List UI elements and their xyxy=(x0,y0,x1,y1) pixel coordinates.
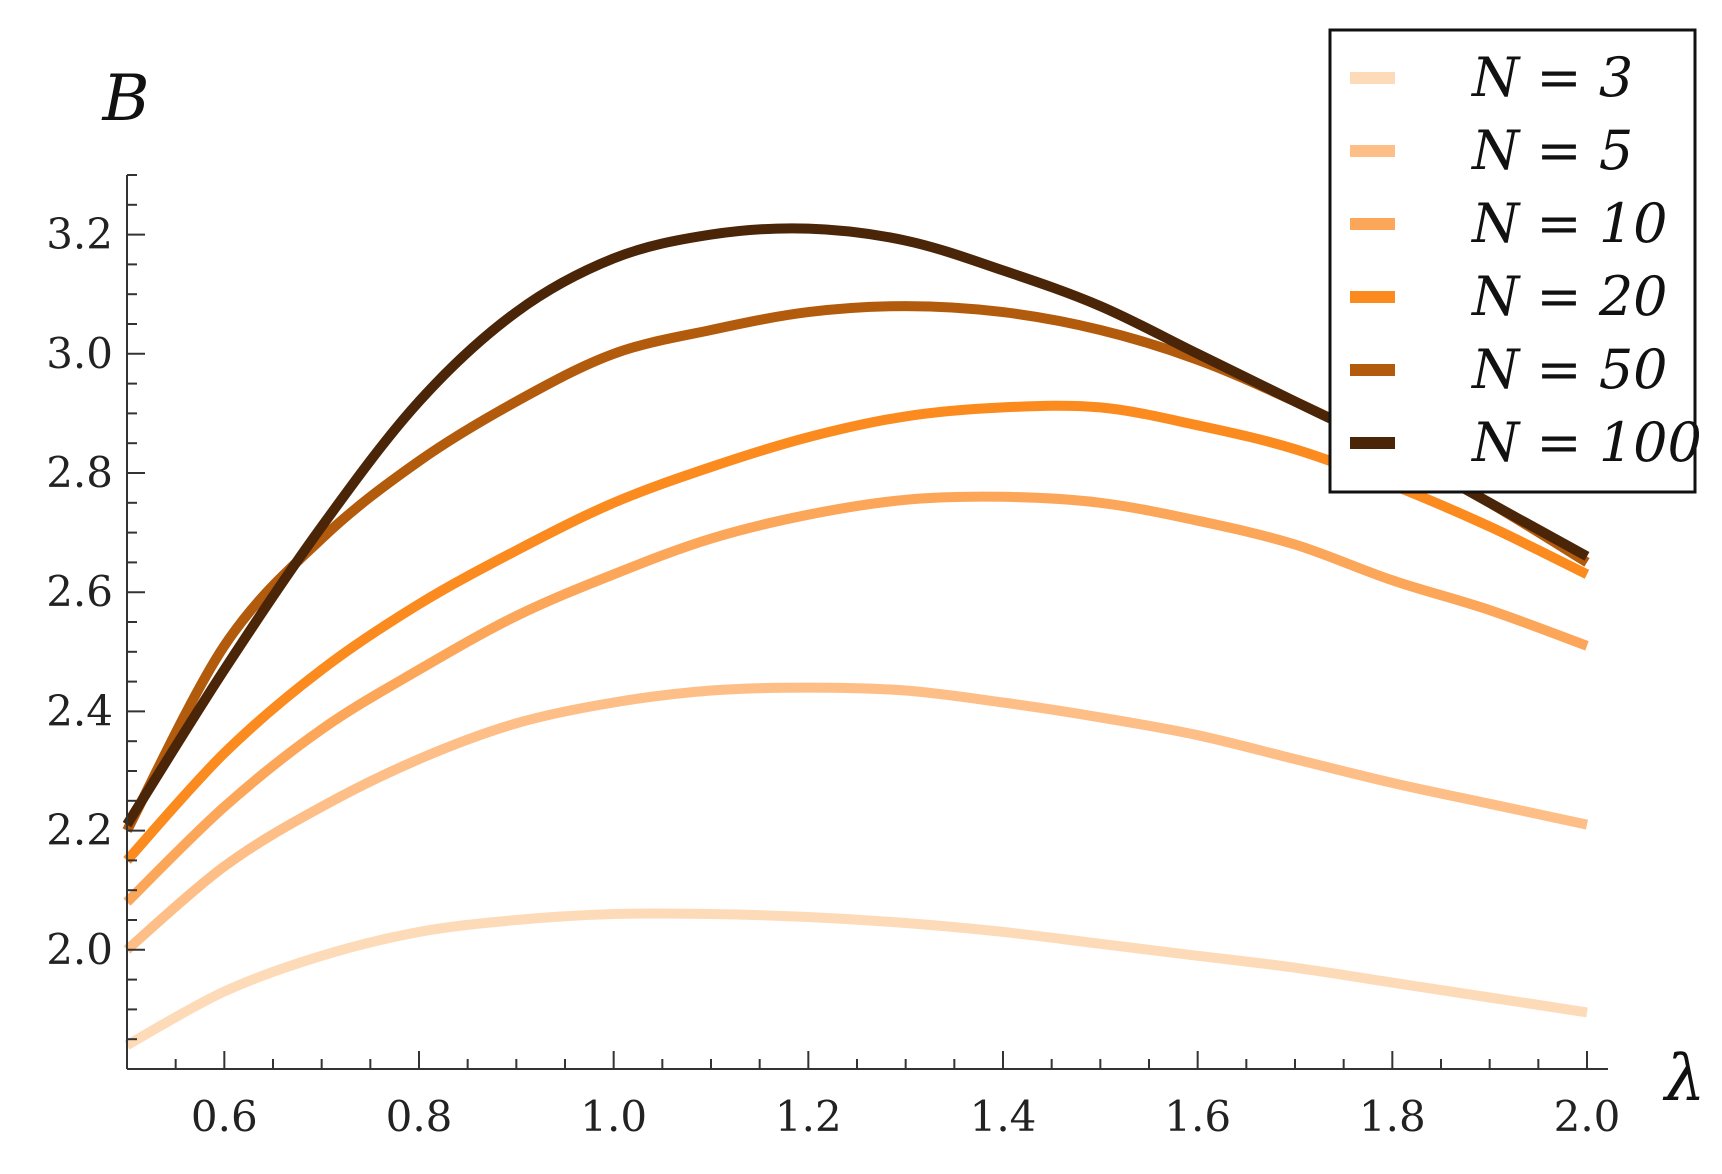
y-tick-label: 2.2 xyxy=(46,806,113,855)
y-tick-label: 2.0 xyxy=(46,925,113,974)
y-tick-label: 2.4 xyxy=(46,686,113,735)
series-line-n10 xyxy=(123,491,1589,906)
x-tick-label: 2.0 xyxy=(1554,1092,1621,1141)
x-tick-label: 1.2 xyxy=(775,1092,842,1141)
x-tick-label: 1.0 xyxy=(580,1092,647,1141)
legend-label: N = 10 xyxy=(1470,192,1668,255)
x-tick-label: 0.6 xyxy=(191,1092,258,1141)
legend: N = 3 N = 5 N = 10 N = 20 N = 50 N = 100 xyxy=(1328,28,1702,494)
y-tick-label: 2.6 xyxy=(46,567,113,616)
series-layer xyxy=(122,223,1590,1050)
x-axis-label: λ xyxy=(1662,1042,1706,1116)
legend-label: N = 3 xyxy=(1470,46,1633,109)
y-axis-label: B xyxy=(101,62,149,136)
y-tick-label: 3.2 xyxy=(46,210,113,259)
series-line-n3 xyxy=(124,908,1588,1050)
legend-label: N = 20 xyxy=(1470,265,1668,328)
legend-box xyxy=(1328,28,1697,494)
legend-label: N = 5 xyxy=(1470,119,1633,182)
ticks-layer: 0.6 0.8 1.0 1.2 1.4 1.6 1.8 2.0 2.0 2.2 2.4 2.6 2.8 3… xyxy=(46,174,1621,1141)
x-tick-label: 1.6 xyxy=(1164,1092,1231,1141)
legend-label: N = 100 xyxy=(1470,411,1702,474)
x-tick-label: 0.8 xyxy=(386,1092,453,1141)
series-line-n5 xyxy=(123,682,1589,954)
legend-label: N = 50 xyxy=(1470,338,1668,401)
x-tick-label: 1.8 xyxy=(1359,1092,1426,1141)
y-tick-label: 2.8 xyxy=(46,448,113,497)
x-tick-label: 1.4 xyxy=(970,1092,1037,1141)
y-tick-label: 3.0 xyxy=(46,329,113,378)
